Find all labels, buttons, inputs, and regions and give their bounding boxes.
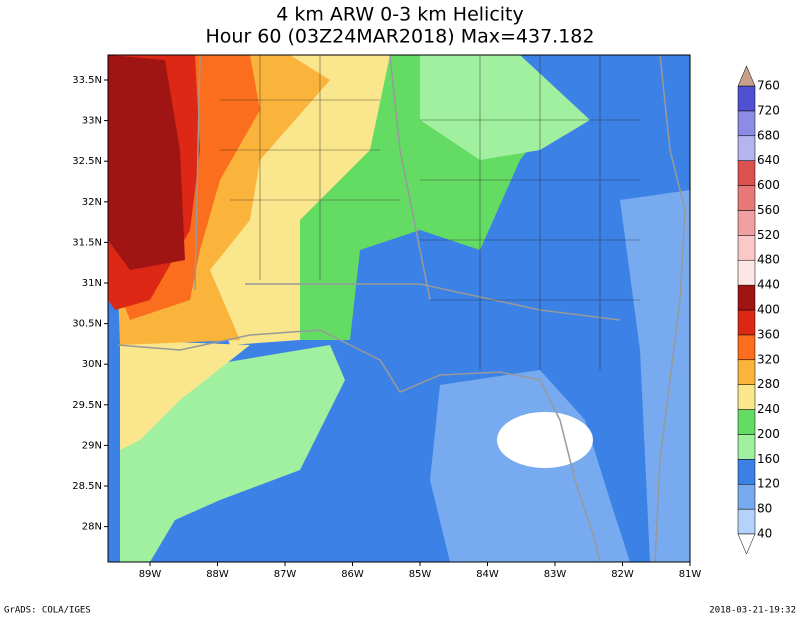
colorbar-label: 680: [757, 128, 780, 142]
lat-label: 31N: [82, 278, 102, 289]
lon-label: 88W: [206, 569, 229, 580]
colorbar-label: 400: [757, 303, 780, 317]
colorbar-label: 160: [757, 452, 780, 466]
colorbar-box: [737, 483, 756, 510]
colorbar-box: [737, 210, 756, 236]
colorbar-box: [737, 235, 756, 261]
colorbar-label: 80: [757, 502, 772, 516]
colorbar-box: [737, 508, 756, 535]
field-region: [497, 412, 593, 468]
field-region: [118, 55, 260, 320]
lon-label: 85W: [409, 569, 432, 580]
lon-label: 84W: [476, 569, 499, 580]
lat-label: 30.5N: [72, 319, 102, 330]
map-frame: [107, 54, 691, 563]
colorbar-box: [737, 110, 756, 137]
colorbar-over: [737, 65, 756, 87]
colorbar-box: [737, 259, 756, 286]
colorbar-box: [737, 334, 756, 361]
lat-label: 30N: [82, 359, 102, 370]
colorbar-box: [737, 135, 756, 161]
lon-label: 89W: [139, 569, 162, 580]
title-line-2: Hour 60 (03Z24MAR2018) Max=437.182: [206, 26, 595, 48]
colorbar-box: [737, 160, 756, 186]
lon-label: 82W: [611, 569, 634, 580]
footer-right: 2018-03-21-19:32: [709, 606, 796, 616]
lat-label: 28N: [82, 522, 102, 533]
colorbar-label: 640: [757, 153, 780, 167]
colorbar-label: 520: [757, 228, 780, 242]
footer-left: GrADS: COLA/IGES: [4, 606, 91, 616]
coastline: [654, 55, 686, 562]
colorbar-box: [737, 85, 756, 112]
field-region: [108, 55, 185, 270]
county-lines: [220, 55, 640, 370]
colorbar-label: 40: [757, 527, 772, 541]
colorbar-label: 480: [757, 253, 780, 267]
lat-label: 29N: [82, 440, 102, 451]
lat-label: 33.5N: [72, 75, 102, 86]
colorbar-label: 280: [757, 377, 780, 391]
lat-label: 31.5N: [72, 237, 102, 248]
colorbar-box: [737, 185, 756, 211]
colorbar-box: [737, 309, 756, 336]
lat-label: 32N: [82, 197, 102, 208]
colorbar-label: 720: [757, 103, 780, 117]
title-line-1: 4 km ARW 0-3 km Helicity: [276, 4, 524, 26]
colorbar-under: [737, 533, 756, 555]
coastline: [117, 329, 601, 562]
lon-label: 86W: [341, 569, 364, 580]
lon-label: 83W: [544, 569, 567, 580]
colorbar-box: [737, 384, 756, 410]
colorbar-box: [737, 459, 756, 485]
colorbar-box: [737, 359, 756, 385]
field-region: [420, 55, 590, 160]
lat-label: 32.5N: [72, 156, 102, 167]
state-border: [194, 55, 201, 291]
field-region: [120, 340, 250, 450]
lat-label: 33N: [82, 116, 102, 127]
lon-label: 87W: [274, 569, 297, 580]
field-region: [620, 190, 690, 562]
colorbar-label: 200: [757, 427, 780, 441]
colorbar-label: 440: [757, 278, 780, 292]
lat-label: 29.5N: [72, 400, 102, 411]
colorbar-label: 600: [757, 178, 780, 192]
colorbar-label: 360: [757, 327, 780, 341]
lon-label: 81W: [679, 569, 702, 580]
state-border: [389, 55, 431, 301]
map: [108, 55, 690, 562]
colorbar-box: [737, 284, 756, 311]
colorbar-box: [737, 434, 756, 460]
colorbar-label: 240: [757, 402, 780, 416]
colorbar-label: 560: [757, 203, 780, 217]
lat-label: 28.5N: [72, 481, 102, 492]
colorbar-label: 120: [757, 477, 780, 491]
colorbar-box: [737, 409, 756, 435]
colorbar-label: 760: [757, 79, 780, 93]
colorbar-label: 320: [757, 352, 780, 366]
